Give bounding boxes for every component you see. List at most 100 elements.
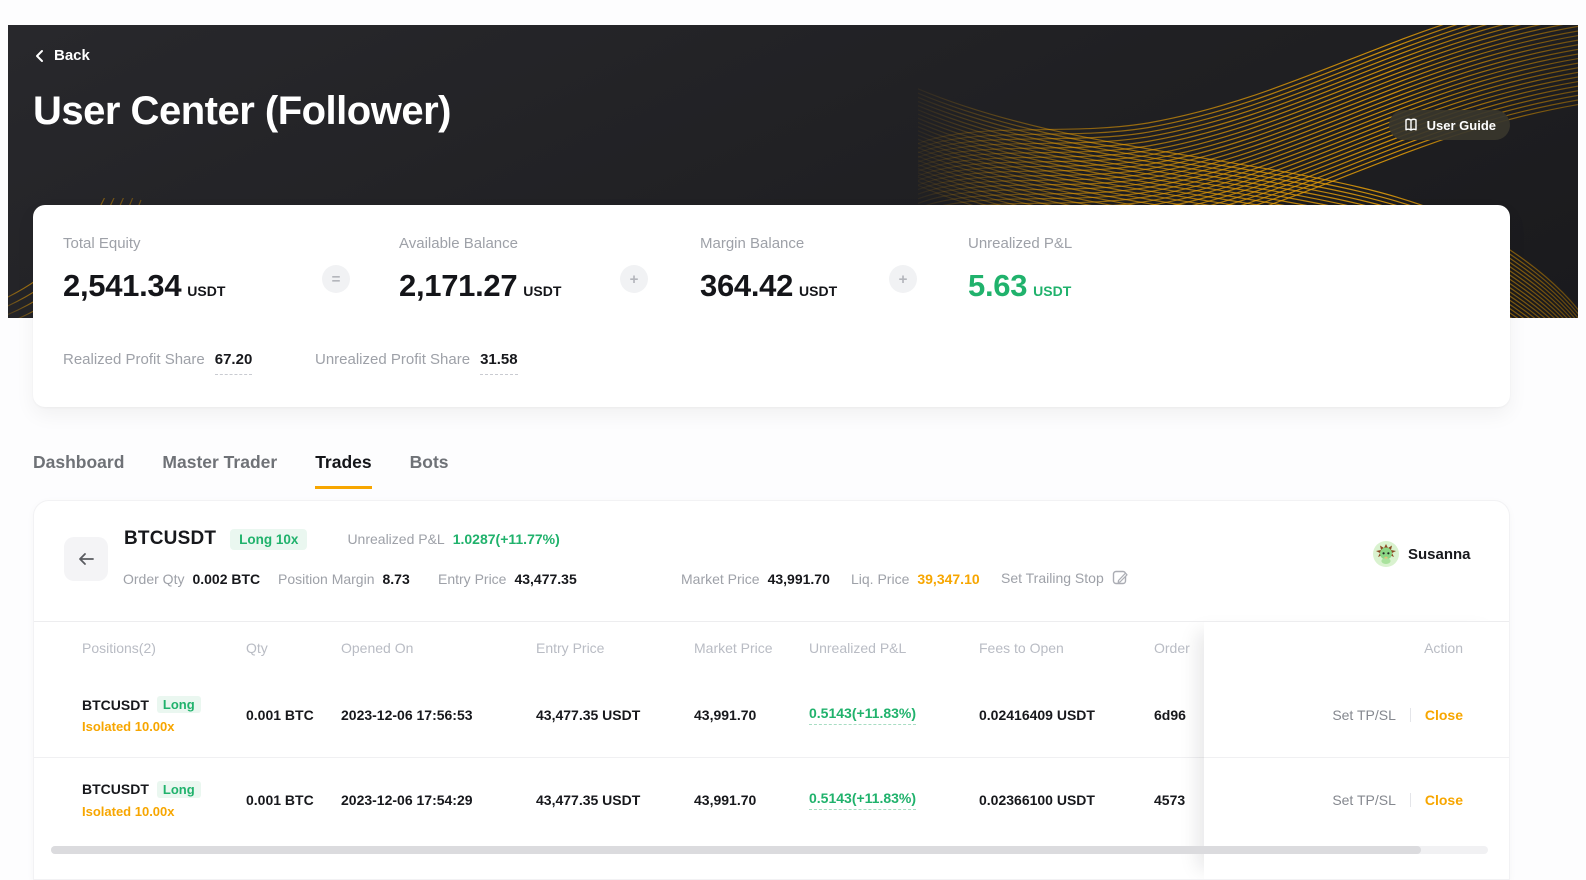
available-balance-value: 2,171.27 <box>399 268 518 303</box>
position-row: BTCUSDT Long Isolated 10.00x 0.001 BTC 2… <box>34 757 1509 841</box>
row-qty: 0.001 BTC <box>246 707 314 723</box>
tab-dashboard[interactable]: Dashboard <box>33 452 125 472</box>
row-fees-to-open: 0.02366100 USDT <box>979 791 1095 808</box>
position-side-badge: Long 10x <box>230 528 308 550</box>
row-unrealized-pnl[interactable]: 0.5143(+11.83%) <box>809 705 917 725</box>
user-center-page: { "colors": { "brand_yellow": "#f7a600",… <box>8 25 1578 880</box>
row-symbol: BTCUSDT <box>82 781 149 797</box>
header-unrealized-pnl: Unrealized P&L <box>809 639 907 656</box>
plus-icon: + <box>889 265 917 293</box>
arrow-left-icon <box>79 553 94 565</box>
trader-name: Susanna <box>1408 545 1471 563</box>
unrealized-pnl-label: Unrealized P&L <box>968 235 1073 252</box>
liq-price-label: Liq. Price <box>851 571 910 587</box>
position-margin-item: Position Margin 8.73 <box>278 571 410 587</box>
entry-price-item: Entry Price 43,477.35 <box>438 571 577 587</box>
position-symbol: BTCUSDT <box>124 528 217 549</box>
available-balance-unit: USDT <box>523 283 562 299</box>
header-fees-to-open: Fees to Open <box>979 639 1064 656</box>
tab-trades[interactable]: Trades <box>315 452 372 489</box>
available-balance-label: Available Balance <box>399 235 518 252</box>
order-qty-item: Order Qty 0.002 BTC <box>123 571 260 587</box>
available-balance-metric: Available Balance 2,171.27 USDT <box>399 235 561 304</box>
book-icon <box>1404 118 1417 131</box>
unrealized-pnl-metric: Unrealized P&L 5.63 USDT <box>968 235 1072 304</box>
position-margin-label: Position Margin <box>278 571 375 587</box>
action-row: Set TP/SL Close <box>1204 757 1509 841</box>
set-trailing-stop-button[interactable]: Set Trailing Stop <box>1001 569 1129 586</box>
position-back-button[interactable] <box>64 537 108 581</box>
total-equity-metric: Total Equity 2,541.34 USDT <box>63 235 225 304</box>
row-fees-to-open: 0.02416409 USDT <box>979 707 1095 723</box>
equals-icon: = <box>322 265 350 293</box>
row-qty: 0.001 BTC <box>246 791 314 808</box>
row-margin-mode: Isolated 10.00x <box>82 719 175 734</box>
row-unrealized-pnl-cell: 0.5143(+11.83%) <box>809 705 979 725</box>
symbol-cell: BTCUSDT Long Isolated 10.00x <box>82 780 246 819</box>
trades-panel: BTCUSDT Long 10x Unrealized P&L 1.0287(+… <box>33 500 1510 880</box>
entry-price-label: Entry Price <box>438 571 507 587</box>
row-market-price: 43,991.70 <box>694 791 757 808</box>
symbol-cell: BTCUSDT Long Isolated 10.00x <box>82 696 246 734</box>
set-tpsl-button[interactable]: Set TP/SL <box>1332 707 1396 723</box>
liq-price-value: 39,347.10 <box>917 571 980 587</box>
master-trader-chip[interactable]: Susanna <box>1373 541 1471 567</box>
row-margin-mode: Isolated 10.00x <box>82 803 175 819</box>
market-price-item: Market Price 43,991.70 <box>681 571 830 587</box>
margin-balance-value: 364.42 <box>700 268 794 303</box>
row-side-badge: Long <box>156 696 201 713</box>
total-equity-unit: USDT <box>187 283 226 299</box>
order-qty-label: Order Qty <box>123 571 185 587</box>
position-upl-label: Unrealized P&L <box>347 531 445 547</box>
horizontal-scrollbar-thumb[interactable] <box>51 846 1421 854</box>
row-entry-price: 43,477.35 USDT <box>536 707 641 723</box>
header-market-price: Market Price <box>694 639 773 656</box>
market-price-value: 43,991.70 <box>767 571 830 587</box>
tab-master-trader[interactable]: Master Trader <box>162 452 278 472</box>
main-tabs: Dashboard Master Trader Trades Bots <box>33 452 449 489</box>
row-opened-on: 2023-12-06 17:54:29 <box>341 791 473 808</box>
back-button[interactable]: Back <box>34 47 90 64</box>
unrealized-profit-share-value[interactable]: 31.58 <box>480 351 518 375</box>
set-trailing-stop-label: Set Trailing Stop <box>1001 569 1104 586</box>
margin-balance-unit: USDT <box>799 283 838 299</box>
entry-price-value: 43,477.35 <box>514 571 577 587</box>
unrealized-profit-share: Unrealized Profit Share 31.58 <box>315 351 518 375</box>
back-label: Back <box>54 47 90 64</box>
unrealized-profit-share-label: Unrealized Profit Share <box>315 351 471 368</box>
row-order-no: 4573 <box>1154 791 1186 808</box>
header-qty: Qty <box>246 639 268 656</box>
realized-profit-share-label: Realized Profit Share <box>63 351 205 368</box>
positions-table-header: Positions(2) Qty Opened On Entry Price M… <box>34 622 1509 673</box>
header-entry-price: Entry Price <box>536 639 605 656</box>
row-symbol: BTCUSDT <box>82 696 149 713</box>
total-equity-value: 2,541.34 <box>63 268 182 303</box>
row-entry-price: 43,477.35 USDT <box>536 791 641 808</box>
tab-bots[interactable]: Bots <box>409 452 449 472</box>
horizontal-scrollbar-track[interactable] <box>51 846 1488 854</box>
realized-profit-share-value[interactable]: 67.20 <box>214 351 253 375</box>
close-position-button[interactable]: Close <box>1424 707 1463 723</box>
header-action: Action <box>1424 639 1463 656</box>
set-tpsl-button[interactable]: Set TP/SL <box>1332 791 1396 808</box>
close-position-button[interactable]: Close <box>1424 791 1463 808</box>
unrealized-pnl-unit: USDT <box>1033 283 1072 299</box>
position-row: BTCUSDT Long Isolated 10.00x 0.001 BTC 2… <box>34 673 1509 757</box>
sticky-action-column: Action Set TP/SL Close Set TP/SL Close <box>1204 622 1509 879</box>
action-divider <box>1409 708 1411 722</box>
row-unrealized-pnl[interactable]: 0.5143(+11.83%) <box>809 790 917 810</box>
position-upl-value: 1.0287(+11.77%) <box>452 531 560 547</box>
order-qty-value: 0.002 BTC <box>192 571 261 587</box>
table-top-divider <box>34 621 1509 622</box>
page-title: User Center (Follower) <box>33 89 451 133</box>
plus-icon: + <box>620 265 648 293</box>
market-price-label: Market Price <box>681 571 760 587</box>
chevron-left-icon <box>36 49 43 62</box>
position-margin-value: 8.73 <box>382 571 410 587</box>
action-row: Set TP/SL Close <box>1204 673 1509 757</box>
row-opened-on: 2023-12-06 17:56:53 <box>341 707 473 723</box>
trader-avatar <box>1373 541 1399 567</box>
header-order: Order <box>1154 639 1190 656</box>
margin-balance-metric: Margin Balance 364.42 USDT <box>700 235 837 304</box>
user-guide-button[interactable]: User Guide <box>1388 110 1510 140</box>
